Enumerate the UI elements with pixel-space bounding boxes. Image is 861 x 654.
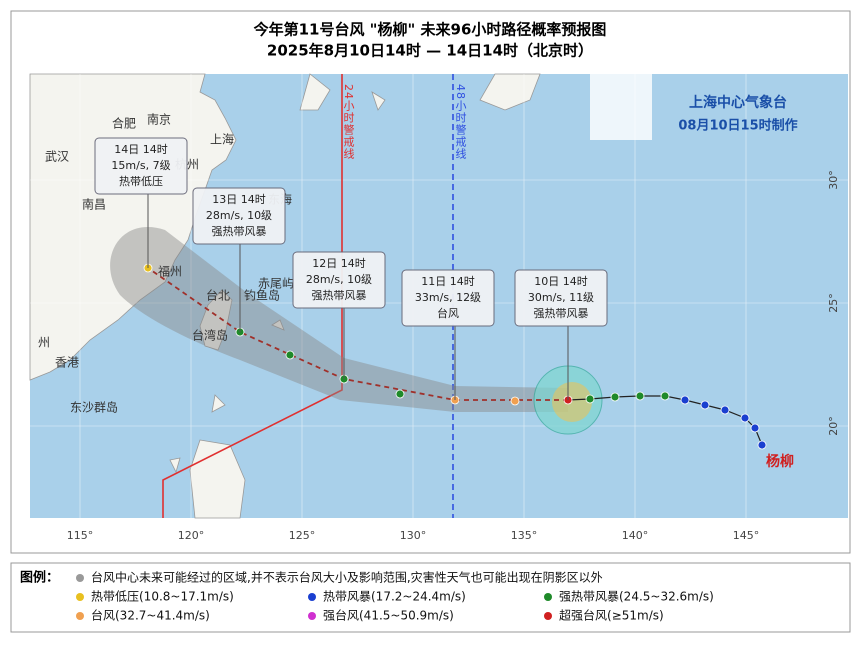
track-point bbox=[750, 423, 760, 433]
legend-title: 图例： bbox=[20, 570, 59, 586]
legend-symbol bbox=[544, 593, 552, 601]
forecast-bg bbox=[192, 187, 286, 245]
forecast-category: 热带低压 bbox=[119, 175, 163, 188]
warning-line-label: 24小时警戒线 bbox=[342, 84, 355, 160]
forecast-wind: 30m/s, 11级 bbox=[528, 291, 594, 304]
track-point bbox=[610, 392, 620, 402]
place-label: 合肥 bbox=[112, 116, 136, 131]
agency-logo bbox=[590, 72, 652, 140]
track-points bbox=[143, 263, 767, 450]
longitude-label: 130° bbox=[400, 529, 427, 542]
longitude-label: 125° bbox=[289, 529, 316, 542]
track-point bbox=[757, 440, 767, 450]
forecast-time: 12日 14时 bbox=[312, 257, 366, 270]
place-label: 上海 bbox=[210, 132, 234, 147]
title: 今年第11号台风 "杨柳" 未来96小时路径概率预报图 bbox=[253, 21, 607, 39]
probability-cone bbox=[110, 227, 569, 412]
typhoon-name: 杨柳 bbox=[766, 453, 794, 470]
track-point bbox=[510, 396, 520, 406]
track-point bbox=[285, 350, 295, 360]
forecast-wind: 33m/s, 12级 bbox=[415, 291, 481, 304]
subtitle: 2025年8月10日14时 — 14日14时（北京时） bbox=[267, 42, 593, 60]
forecast-wind: 15m/s, 7级 bbox=[111, 159, 170, 172]
place-label: 东沙群岛 bbox=[70, 400, 118, 415]
forecast-time: 13日 14时 bbox=[212, 193, 266, 206]
track-point bbox=[680, 395, 690, 405]
forecast-time: 14日 14时 bbox=[114, 143, 168, 156]
track-point bbox=[660, 391, 670, 401]
legend-symbol bbox=[308, 593, 316, 601]
track-point bbox=[635, 391, 645, 401]
forecast-wind: 28m/s, 10级 bbox=[306, 273, 372, 286]
longitude-label: 135° bbox=[511, 529, 538, 542]
place-label: 台湾岛 bbox=[192, 328, 228, 343]
forecast-time: 11日 14时 bbox=[421, 275, 475, 288]
forecast-time: 10日 14时 bbox=[534, 275, 588, 288]
longitude-label: 145° bbox=[733, 529, 760, 542]
latitude-label: 20° bbox=[827, 416, 840, 436]
forecast-bg bbox=[94, 137, 188, 195]
forecast-category: 强热带风暴 bbox=[212, 225, 267, 238]
legend-symbol bbox=[76, 612, 84, 620]
philippines bbox=[169, 439, 246, 519]
place-label: 武汉 bbox=[45, 150, 69, 164]
place-label: 钓鱼岛 bbox=[244, 288, 280, 303]
legend-label: 超强台风(≥51m/s) bbox=[559, 608, 664, 623]
track-point bbox=[720, 405, 730, 415]
wind-circle-inner bbox=[552, 382, 592, 422]
place-label: 南昌 bbox=[82, 197, 106, 212]
map-labels: 24小时警戒线48小时警戒线合肥南京上海武汉杭州南昌福州台北钓鱼岛赤尾屿台湾岛香… bbox=[38, 84, 840, 542]
legend-symbol bbox=[76, 574, 84, 582]
place-label: 台北 bbox=[206, 288, 230, 303]
legend-symbol bbox=[308, 612, 316, 620]
latitude-label: 30° bbox=[827, 170, 840, 190]
islands bbox=[211, 73, 386, 413]
japan bbox=[479, 73, 541, 111]
legend-label: 热带风暴(17.2~24.4m/s) bbox=[323, 590, 466, 604]
longitude-label: 115° bbox=[67, 529, 94, 542]
track-point bbox=[395, 389, 405, 399]
forecast-wind: 28m/s, 10级 bbox=[206, 209, 272, 222]
place-label: 福州 bbox=[158, 264, 182, 279]
place-label: 赤尾屿 bbox=[258, 277, 294, 291]
legend: 台风中心未来可能经过的区域,并不表示台风大小及影响范围,灾害性天气也可能出现在阴… bbox=[76, 570, 714, 623]
latitude-label: 25° bbox=[827, 293, 840, 313]
legend-label: 台风(32.7~41.4m/s) bbox=[91, 608, 210, 623]
legend-box bbox=[10, 562, 851, 633]
warning-line-label: 48小时警戒线 bbox=[454, 84, 467, 160]
legend-label: 台风中心未来可能经过的区域,并不表示台风大小及影响范围,灾害性天气也可能出现在阴… bbox=[91, 570, 603, 585]
track-point bbox=[585, 394, 595, 404]
legend-symbol bbox=[544, 612, 552, 620]
agency-name: 上海中心气象台 bbox=[689, 94, 787, 111]
legend-symbol bbox=[76, 593, 84, 601]
made-time: 08月10日15时制作 bbox=[678, 118, 797, 134]
track-point bbox=[740, 413, 750, 423]
place-label: 州 bbox=[38, 336, 50, 350]
place-label: 南京 bbox=[147, 112, 171, 127]
legend-label: 强台风(41.5~50.9m/s) bbox=[323, 608, 454, 623]
longitude-label: 120° bbox=[178, 529, 205, 542]
forecast-bg bbox=[401, 269, 495, 327]
longitude-label: 140° bbox=[622, 529, 649, 542]
forecast-category: 强热带风暴 bbox=[534, 307, 589, 320]
forecast-category: 台风 bbox=[437, 306, 459, 320]
forecast-category: 强热带风暴 bbox=[312, 289, 367, 302]
map: 24小时警戒线48小时警戒线合肥南京上海武汉杭州南昌福州台北钓鱼岛赤尾屿台湾岛香… bbox=[29, 72, 848, 542]
legend-label: 强热带风暴(24.5~32.6m/s) bbox=[559, 590, 714, 604]
forecast-bg bbox=[292, 251, 386, 309]
forecast-bg bbox=[514, 269, 608, 327]
warning-line-24h bbox=[162, 74, 343, 518]
place-label: 香港 bbox=[55, 356, 79, 370]
legend-label: 热带低压(10.8~17.1m/s) bbox=[91, 590, 234, 604]
track-point bbox=[700, 400, 710, 410]
